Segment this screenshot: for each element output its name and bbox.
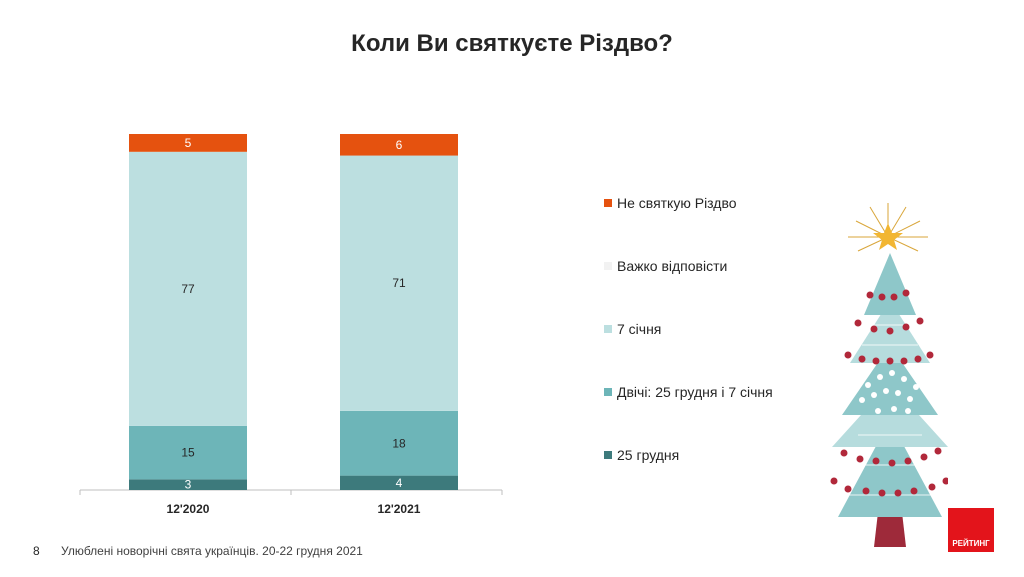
- data-label: 4: [396, 476, 403, 490]
- x-tick-label: 12'2021: [378, 502, 421, 516]
- rating-logo-text: РЕЙТИНГ: [952, 539, 990, 548]
- legend-label-december-25: 25 грудня: [617, 447, 680, 463]
- data-label: 77: [181, 282, 195, 296]
- legend-swatch-hard-to-say: [604, 262, 612, 271]
- legend-label-not-celebrate: Не святкую Різдво: [617, 195, 737, 211]
- legend-item-january-7: 7 січня: [604, 321, 661, 337]
- legend-swatch-december-25: [604, 451, 612, 460]
- rating-logo: РЕЙТИНГ: [948, 508, 994, 552]
- legend-swatch-not-celebrate: [604, 199, 612, 208]
- legend-label-hard-to-say: Важко відповісти: [617, 258, 728, 274]
- stacked-bar-chart: 3 15 77 5 12'2020 4 18 71 6 12'2021: [79, 134, 503, 516]
- tree-tier-1: [864, 253, 916, 315]
- bar-segment: [129, 134, 247, 152]
- legend-swatch-twice: [604, 388, 612, 397]
- data-label: 71: [392, 276, 406, 290]
- bar-segment: [340, 134, 458, 156]
- x-tick-label: 12'2020: [167, 502, 210, 516]
- legend-swatch-january-7: [604, 325, 612, 334]
- tree-dots: [859, 370, 919, 414]
- legend-item-twice: Двічі: 25 грудня і 7 січня: [604, 384, 773, 400]
- data-label: 3: [185, 478, 192, 492]
- data-label: 6: [396, 138, 403, 152]
- legend-item-december-25: 25 грудня: [604, 447, 679, 463]
- data-label: 15: [181, 446, 195, 460]
- bar-segment: [340, 475, 458, 490]
- footer-source: Улюблені новорічні свята українців. 20-2…: [61, 544, 363, 558]
- legend-label-twice: Двічі: 25 грудня і 7 січня: [617, 384, 773, 400]
- data-label: 18: [392, 436, 406, 450]
- legend-label-january-7: 7 січня: [617, 321, 662, 337]
- data-label: 5: [185, 136, 192, 150]
- star-icon: [873, 223, 903, 250]
- bar-segment: [129, 479, 247, 490]
- tree-garland-beads: [830, 289, 948, 497]
- chart-title: Коли Ви святкуєте Різдво?: [351, 30, 673, 57]
- christmas-tree-illustration: [830, 203, 948, 547]
- legend-item-hard-to-say: Важко відповісти: [604, 258, 727, 274]
- legend-item-not-celebrate: Не святкую Різдво: [604, 195, 737, 211]
- bar-segment: [340, 155, 458, 411]
- page-number: 8: [33, 544, 40, 558]
- bar-segment: [340, 410, 458, 476]
- bar-segment: [129, 425, 247, 480]
- tree-tier-3: [842, 345, 938, 415]
- bar-segment: [129, 151, 247, 426]
